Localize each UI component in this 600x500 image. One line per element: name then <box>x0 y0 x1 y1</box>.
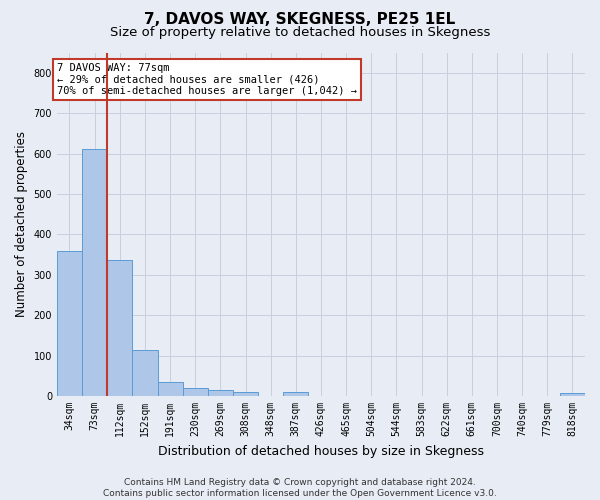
Text: Contains HM Land Registry data © Crown copyright and database right 2024.
Contai: Contains HM Land Registry data © Crown c… <box>103 478 497 498</box>
Bar <box>57 252 82 396</box>
Text: 7 DAVOS WAY: 77sqm
← 29% of detached houses are smaller (426)
70% of semi-detach: 7 DAVOS WAY: 77sqm ← 29% of detached hou… <box>57 63 357 96</box>
Bar <box>182 388 208 396</box>
Bar <box>283 392 308 396</box>
Bar <box>208 390 233 396</box>
Bar <box>158 382 182 396</box>
Bar <box>107 260 133 396</box>
Bar <box>560 393 585 396</box>
Bar <box>233 392 258 396</box>
Text: 7, DAVOS WAY, SKEGNESS, PE25 1EL: 7, DAVOS WAY, SKEGNESS, PE25 1EL <box>145 12 455 28</box>
Y-axis label: Number of detached properties: Number of detached properties <box>15 132 28 318</box>
Bar <box>133 350 158 396</box>
X-axis label: Distribution of detached houses by size in Skegness: Distribution of detached houses by size … <box>158 444 484 458</box>
Bar <box>82 149 107 396</box>
Text: Size of property relative to detached houses in Skegness: Size of property relative to detached ho… <box>110 26 490 39</box>
